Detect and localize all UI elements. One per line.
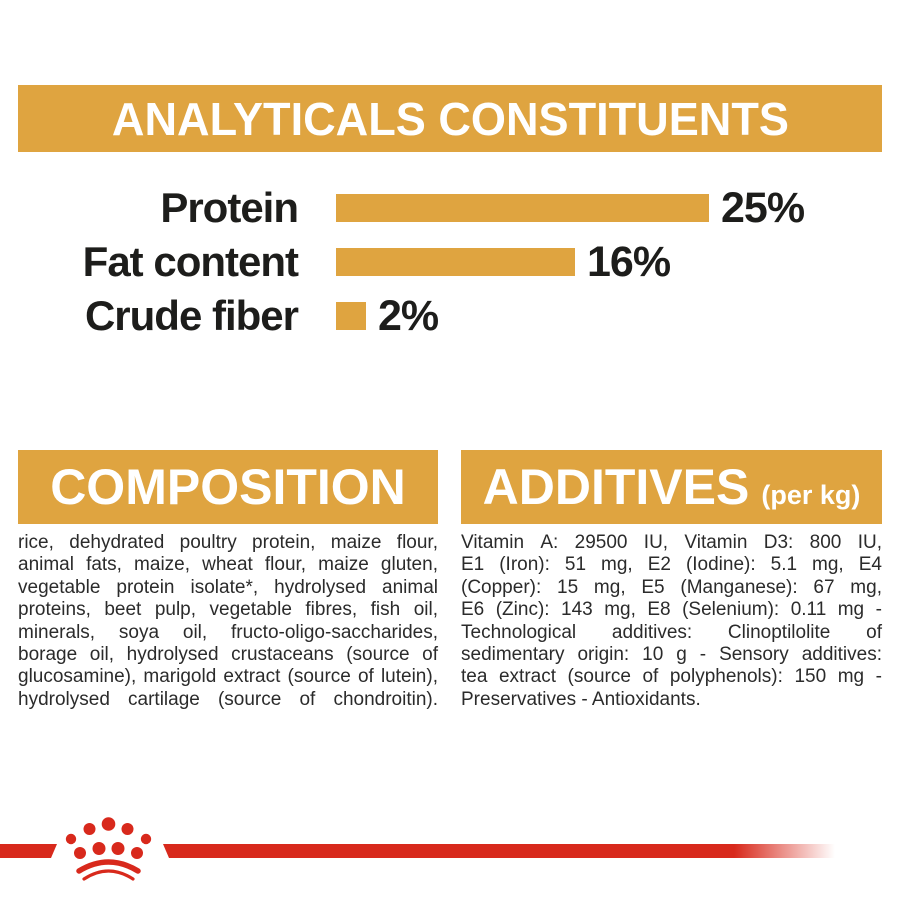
additives-text-line: (Copper): 15 mg, E5 (Manganese): 67 mg, xyxy=(461,576,882,598)
additives-text-line: tea extract (source of polyphenols): 150 mg - xyxy=(461,666,882,688)
additives-text: Vitamin A: 29500 IU, Vitamin D3: 800 IU, E1 (Iron… xyxy=(461,532,882,711)
nutrition-bar-chart: Protein 25% Fat content 16% Crude fiber 2% xyxy=(0,184,900,356)
additives-header-banner: ADDITIVES (per kg) xyxy=(461,450,882,524)
additives-section: ADDITIVES (per kg) Vitamin A: 29500 IU, Vita… xyxy=(461,450,882,711)
bar-value: 16% xyxy=(587,237,671,286)
bar xyxy=(336,248,575,276)
chart-row: Protein 25% xyxy=(0,184,900,232)
additives-text-line: Technological additives: Clinoptilolite of xyxy=(461,621,882,643)
composition-header-banner: COMPOSITION xyxy=(18,450,438,524)
footer-red-line-right xyxy=(163,844,835,858)
analyticals-header-banner: ANALYTICALS CONSTITUENTS xyxy=(18,85,882,152)
composition-text-line: glucosamine), marigold extract (source of lut… xyxy=(18,666,438,688)
additives-text-line: E6 (Zinc): 143 mg, E8 (Selenium): 0.11 mg - xyxy=(461,599,882,621)
composition-text-line: minerals, soya oil, fructo-oligo-saccharide… xyxy=(18,621,438,643)
composition-text-line: borage oil, hydrolysed crustaceans (source of xyxy=(18,643,438,665)
bar xyxy=(336,194,709,222)
bar-label: Crude fiber xyxy=(84,292,299,339)
additives-text-line: Preservatives - Antioxidants. xyxy=(461,688,701,710)
bar-label: Protein xyxy=(160,184,299,231)
composition-title: COMPOSITION xyxy=(50,459,406,515)
composition-text-line: proteins, beet pulp, vegetable fibres, fish oi… xyxy=(18,599,438,621)
additives-subtitle: (per kg) xyxy=(761,479,861,510)
additives-text-line: E1 (Iron): 51 mg, E2 (Iodine): 5.1 mg, E4 xyxy=(461,554,882,576)
footer-red-line-left xyxy=(0,844,57,858)
composition-text: rice, dehydrated poultry protein, maize flour… xyxy=(18,532,438,711)
composition-section: COMPOSITION rice, dehydrated poultry protei… xyxy=(18,450,438,711)
bar-label: Fat content xyxy=(82,238,299,285)
bar xyxy=(336,302,366,330)
composition-text-line: hydrolysed cartilage (source of chondroitin)… xyxy=(18,688,438,710)
bar-value: 25% xyxy=(721,183,805,232)
composition-text-line: rice, dehydrated poultry protein, maize flour… xyxy=(18,532,438,553)
analyticals-title: ANALYTICALS CONSTITUENTS xyxy=(111,92,789,145)
composition-text-line: vegetable protein isolate*, hydrolysed anima… xyxy=(18,576,438,598)
composition-text-line: animal fats, maize, wheat flour, maize gluten, xyxy=(18,554,438,576)
additives-text-line: sedimentary origin: 10 g - Sensory additives: xyxy=(461,643,882,665)
additives-title: ADDITIVES xyxy=(482,459,750,515)
royal-canin-crown-icon xyxy=(65,817,152,881)
bar-value: 2% xyxy=(378,291,439,340)
additives-text-line: Vitamin A: 29500 IU, Vitamin D3: 800 IU, xyxy=(461,532,882,553)
chart-row: Fat content 16% xyxy=(0,238,900,286)
chart-row: Crude fiber 2% xyxy=(0,292,900,340)
